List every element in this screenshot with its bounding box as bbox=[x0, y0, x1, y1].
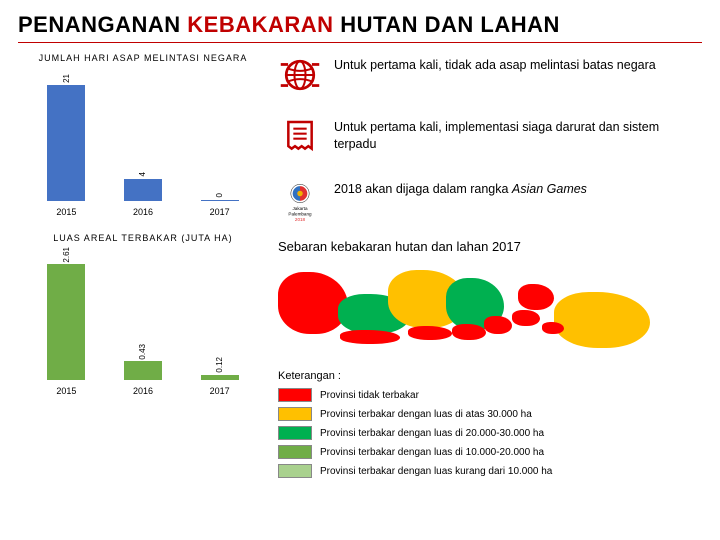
chart2-title: LUAS AREAL TERBAKAR (JUTA HA) bbox=[18, 233, 268, 245]
legend-swatch bbox=[278, 464, 312, 478]
legend: Provinsi tidak terbakar Provinsi terbakar… bbox=[278, 388, 702, 478]
bar-2017: 0.12 bbox=[192, 357, 247, 380]
legend-row-1: Provinsi terbakar dengan luas di atas 30… bbox=[278, 407, 702, 421]
legend-row-3: Provinsi terbakar dengan luas di 10.000-… bbox=[278, 445, 702, 459]
chart1-title: JUMLAH HARI ASAP MELINTASI NEGARA bbox=[18, 53, 268, 65]
map-region-7 bbox=[484, 316, 512, 334]
info-text-2-prefix: 2018 akan dijaga dalam rangka bbox=[334, 182, 512, 196]
receipt-icon bbox=[278, 115, 322, 159]
bar-value-label: 0.12 bbox=[215, 357, 224, 373]
asian-games-icon: Jakarta Palembang 2018 bbox=[278, 177, 322, 221]
bar bbox=[47, 264, 85, 380]
chart2-bars: 2.61 0.43 0.12 bbox=[18, 250, 268, 380]
bar bbox=[124, 179, 162, 201]
left-column: JUMLAH HARI ASAP MELINTASI NEGARA 21 4 0 2… bbox=[18, 53, 268, 483]
x-label: 2016 bbox=[115, 207, 170, 217]
chart2-x-axis: 2015 2016 2017 bbox=[18, 386, 268, 396]
info-text-0: Untuk pertama kali, tidak ada asap melin… bbox=[334, 53, 656, 74]
map-region-0 bbox=[278, 272, 348, 334]
info-text-1: Untuk pertama kali, implementasi siaga d… bbox=[334, 115, 702, 153]
legend-row-0: Provinsi tidak terbakar bbox=[278, 388, 702, 402]
map-area bbox=[278, 264, 702, 364]
bar bbox=[201, 200, 239, 201]
map-region-10 bbox=[554, 292, 650, 348]
bar-value-label: 4 bbox=[138, 172, 147, 176]
legend-label: Provinsi tidak terbakar bbox=[320, 390, 419, 401]
legend-swatch bbox=[278, 426, 312, 440]
legend-row-4: Provinsi terbakar dengan luas kurang dar… bbox=[278, 464, 702, 478]
bar-2016: 0.43 bbox=[115, 344, 170, 381]
bar-2015: 21 bbox=[39, 74, 94, 201]
info-row-2: Jakarta Palembang 2018 2018 akan dijaga … bbox=[278, 177, 702, 221]
legend-swatch bbox=[278, 407, 312, 421]
map-region-4 bbox=[340, 330, 400, 344]
x-label: 2015 bbox=[39, 386, 94, 396]
bar-value-label: 0.43 bbox=[138, 344, 147, 360]
bar bbox=[124, 361, 162, 380]
svg-text:2018: 2018 bbox=[295, 217, 306, 221]
map-section-title: Sebaran kebakaran hutan dan lahan 2017 bbox=[278, 239, 702, 254]
map-region-8 bbox=[518, 284, 554, 310]
map-region-9 bbox=[512, 310, 540, 326]
title-part3: HUTAN DAN LAHAN bbox=[340, 12, 560, 37]
chart1-bars: 21 4 0 bbox=[18, 71, 268, 201]
bar-value-label: 21 bbox=[62, 74, 71, 83]
legend-title: Keterangan : bbox=[278, 370, 702, 382]
legend-label: Provinsi terbakar dengan luas di 10.000-… bbox=[320, 447, 544, 458]
bar-2017: 0 bbox=[192, 193, 247, 200]
svg-text:Palembang: Palembang bbox=[288, 212, 312, 217]
info-text-2: 2018 akan dijaga dalam rangka Asian Game… bbox=[334, 177, 587, 198]
map-region-6 bbox=[452, 324, 486, 340]
title-underline bbox=[18, 42, 702, 43]
globe-icon bbox=[278, 53, 322, 97]
legend-swatch bbox=[278, 445, 312, 459]
bar-2015: 2.61 bbox=[39, 247, 94, 381]
legend-swatch bbox=[278, 388, 312, 402]
bar-2016: 4 bbox=[115, 172, 170, 201]
legend-label: Provinsi terbakar dengan luas di 20.000-… bbox=[320, 428, 544, 439]
info-row-0: Untuk pertama kali, tidak ada asap melin… bbox=[278, 53, 702, 97]
bar bbox=[201, 375, 239, 380]
x-label: 2016 bbox=[115, 386, 170, 396]
x-label: 2017 bbox=[192, 386, 247, 396]
map-region-11 bbox=[542, 322, 564, 334]
page-title: PENANGANAN KEBAKARAN HUTAN DAN LAHAN bbox=[18, 12, 702, 38]
bar-value-label: 2.61 bbox=[62, 247, 71, 263]
bar-value-label: 0 bbox=[215, 193, 224, 197]
bar bbox=[47, 85, 85, 201]
info-row-1: Untuk pertama kali, implementasi siaga d… bbox=[278, 115, 702, 159]
legend-label: Provinsi terbakar dengan luas kurang dar… bbox=[320, 466, 552, 477]
chart1-x-axis: 2015 2016 2017 bbox=[18, 207, 268, 217]
title-part1: PENANGANAN bbox=[18, 12, 187, 37]
title-part2: KEBAKARAN bbox=[187, 12, 340, 37]
info-text-2-em: Asian Games bbox=[512, 182, 587, 196]
right-column: Untuk pertama kali, tidak ada asap melin… bbox=[278, 53, 702, 483]
svg-text:Jakarta: Jakarta bbox=[292, 206, 307, 211]
legend-row-2: Provinsi terbakar dengan luas di 20.000-… bbox=[278, 426, 702, 440]
legend-label: Provinsi terbakar dengan luas di atas 30… bbox=[320, 409, 532, 420]
x-label: 2017 bbox=[192, 207, 247, 217]
x-label: 2015 bbox=[39, 207, 94, 217]
map-region-5 bbox=[408, 326, 452, 340]
